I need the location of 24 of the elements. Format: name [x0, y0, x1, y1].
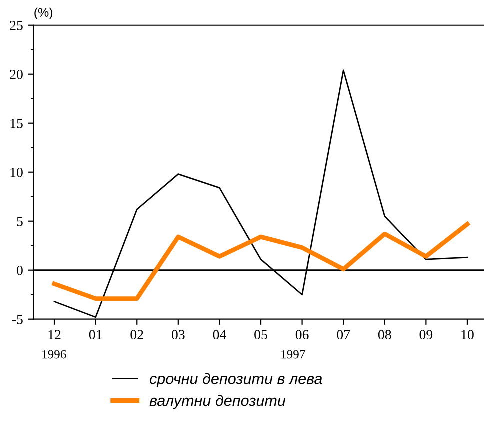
y-axis-title: (%): [34, 8, 53, 20]
x-tick-label: 09: [420, 330, 433, 340]
x-tick-label: 02: [130, 330, 144, 340]
y-tick-label: -5: [12, 315, 23, 324]
y-tick-label: 10: [10, 168, 23, 178]
text: 1997: [282, 350, 306, 359]
x-tick-label: 12: [48, 330, 61, 340]
y-tick-label: 20: [10, 70, 23, 80]
x-tick-label: 03: [172, 330, 185, 340]
legend-label: валутни депозити: [150, 395, 286, 410]
y-tick-label: 15: [10, 119, 23, 128]
legend-label: срочни депозити в лева: [150, 373, 322, 388]
x-tick-label: 06: [296, 330, 309, 340]
x-tick-label: 07: [337, 330, 350, 340]
y-tick-label: 5: [17, 217, 23, 226]
y-tick-label: 25: [10, 21, 23, 30]
x-tick-label: 04: [213, 330, 226, 340]
x-tick-label: 05: [254, 330, 268, 340]
x-tick-label: 01: [89, 330, 102, 340]
y-tick-label: 0: [17, 266, 23, 276]
text: 1996: [42, 350, 66, 359]
x-tick-label: 10: [462, 330, 474, 340]
line-series: [52, 222, 470, 302]
x-tick-label: 08: [378, 330, 392, 340]
